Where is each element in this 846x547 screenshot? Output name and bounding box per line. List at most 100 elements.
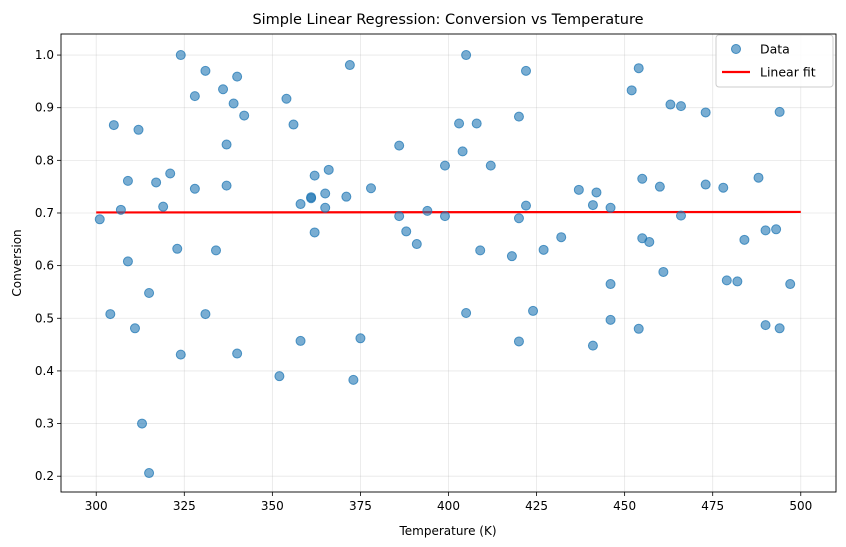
- data-point: [295, 335, 306, 346]
- data-point: [591, 187, 602, 198]
- data-point: [348, 374, 359, 385]
- data-point: [506, 251, 517, 262]
- data-point: [115, 204, 126, 215]
- data-point: [538, 244, 549, 255]
- data-point: [175, 349, 186, 360]
- data-point: [587, 200, 598, 211]
- data-point: [626, 85, 637, 96]
- data-point: [394, 211, 405, 222]
- data-point: [189, 91, 200, 102]
- data-point: [461, 308, 472, 319]
- data-point: [521, 200, 531, 211]
- data-point: [306, 192, 317, 203]
- data-point: [323, 164, 334, 175]
- data-point: [175, 50, 186, 61]
- data-point: [605, 279, 616, 290]
- data-point: [454, 118, 465, 129]
- data-point: [137, 418, 148, 429]
- data-point: [461, 50, 472, 61]
- y-tick-label: 0.6: [35, 259, 54, 273]
- data-point: [556, 232, 567, 243]
- data-point: [221, 180, 232, 191]
- data-point: [513, 213, 524, 224]
- data-point: [700, 179, 711, 190]
- data-point: [165, 168, 176, 179]
- data-point: [281, 93, 292, 104]
- x-axis-label: Temperature (K): [398, 524, 496, 538]
- data-point: [221, 139, 232, 150]
- data-point: [366, 183, 376, 194]
- y-tick-label: 0.7: [35, 206, 54, 220]
- x-tick-label: 400: [437, 499, 460, 513]
- x-tick-label: 425: [525, 499, 548, 513]
- data-point: [309, 170, 320, 181]
- data-point: [288, 119, 299, 130]
- data-point: [637, 173, 648, 184]
- data-point: [151, 177, 162, 188]
- y-tick-label: 0.9: [35, 101, 54, 115]
- data-point: [94, 214, 105, 225]
- data-point: [521, 65, 531, 76]
- data-point: [774, 323, 785, 334]
- x-tick-label: 300: [85, 499, 108, 513]
- data-point: [232, 71, 243, 82]
- data-points-layer: [94, 50, 796, 479]
- data-point: [605, 314, 616, 325]
- data-point: [228, 98, 239, 109]
- data-point: [633, 323, 644, 334]
- data-point: [485, 160, 496, 171]
- data-point: [105, 309, 116, 320]
- data-point: [676, 210, 686, 221]
- data-point: [295, 199, 306, 210]
- fit-line-layer: [96, 210, 801, 214]
- y-tick-label: 0.8: [35, 153, 54, 167]
- data-point: [200, 65, 211, 76]
- data-point: [753, 172, 764, 183]
- data-point: [422, 205, 433, 216]
- data-point: [654, 181, 665, 192]
- legend: Data Linear fit: [715, 34, 834, 88]
- data-point: [129, 323, 140, 334]
- data-point: [200, 309, 211, 320]
- data-point: [144, 468, 155, 479]
- data-point: [665, 99, 676, 110]
- x-tick-label: 475: [701, 499, 724, 513]
- data-point: [394, 140, 405, 151]
- data-point: [718, 182, 729, 193]
- y-axis-label: Conversion: [10, 229, 24, 296]
- data-point: [528, 305, 539, 316]
- data-point: [401, 226, 412, 237]
- data-point: [144, 288, 155, 299]
- data-point: [439, 160, 450, 171]
- data-point: [341, 191, 352, 202]
- data-point: [239, 110, 250, 121]
- data-point: [676, 101, 686, 112]
- data-point: [344, 60, 355, 71]
- data-point: [320, 188, 331, 199]
- data-point: [133, 124, 144, 135]
- legend-fit-label: Linear fit: [760, 65, 816, 80]
- data-point: [122, 256, 133, 267]
- data-point: [760, 225, 771, 236]
- data-point: [475, 245, 486, 256]
- data-point: [771, 224, 782, 235]
- data-point: [457, 146, 468, 157]
- y-tick-label: 1.0: [35, 48, 54, 62]
- data-point: [658, 266, 669, 277]
- data-point: [573, 184, 584, 195]
- data-point: [411, 239, 422, 250]
- x-tick-label: 350: [261, 499, 284, 513]
- chart-title: Simple Linear Regression: Conversion vs …: [252, 12, 643, 28]
- data-point: [232, 348, 243, 359]
- x-tick-label: 325: [173, 499, 196, 513]
- data-point: [211, 245, 221, 256]
- data-point: [700, 107, 711, 118]
- data-point: [108, 120, 119, 131]
- data-point: [513, 111, 524, 122]
- y-tick-label: 0.3: [35, 417, 54, 431]
- data-point: [274, 371, 285, 382]
- data-point: [471, 118, 482, 129]
- data-point: [774, 106, 785, 117]
- data-point: [739, 234, 750, 245]
